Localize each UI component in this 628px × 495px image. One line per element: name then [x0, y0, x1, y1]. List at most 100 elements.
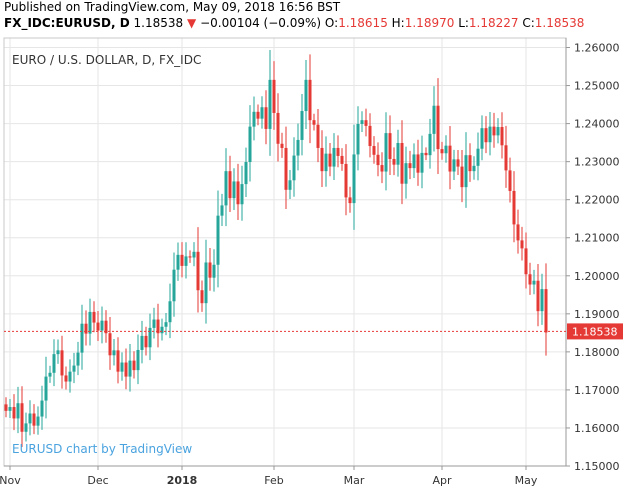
- candle-up: [24, 423, 28, 432]
- candle-up: [444, 145, 448, 154]
- candle-up: [384, 133, 388, 172]
- candle-up: [540, 289, 544, 312]
- candle-up: [292, 155, 296, 181]
- candle-up: [136, 349, 140, 371]
- candle-up: [168, 301, 172, 323]
- symbol-label: FX_IDC:EURUSD, D: [4, 16, 130, 30]
- candle-down: [328, 153, 332, 167]
- candle-down: [276, 112, 280, 144]
- x-tick-label: 2018: [167, 474, 198, 487]
- y-tick-label: 1.21000: [574, 232, 620, 245]
- candle-up: [152, 319, 156, 328]
- candle-up: [480, 128, 484, 149]
- candle-down: [236, 181, 240, 205]
- candle-down: [400, 143, 404, 184]
- candle-up: [496, 127, 500, 136]
- candle-up: [28, 413, 32, 424]
- candle-up: [44, 376, 48, 401]
- candle-up: [160, 326, 164, 334]
- candle-down: [316, 124, 320, 148]
- candle-up: [488, 126, 492, 143]
- candle-down: [500, 127, 504, 146]
- candle-up: [72, 365, 76, 372]
- candle-up: [80, 323, 84, 353]
- candle-up: [204, 262, 208, 304]
- candle-up: [240, 184, 244, 205]
- down-arrow-icon: ▼: [187, 16, 197, 30]
- open-label: O:: [324, 16, 339, 30]
- candle-down: [272, 79, 276, 113]
- candle-down: [124, 362, 128, 377]
- x-tick-label: Dec: [87, 474, 108, 487]
- candle-up: [172, 269, 176, 302]
- candle-down: [336, 147, 340, 156]
- candle-down: [348, 197, 352, 204]
- close-label: C:: [522, 16, 535, 30]
- candle-up: [268, 79, 272, 129]
- candle-down: [60, 350, 64, 376]
- last-value: 1.18538: [133, 16, 184, 30]
- last-price-label: 1.18538: [572, 325, 618, 338]
- candle-up: [324, 153, 328, 172]
- candle-down: [144, 335, 148, 348]
- candle-down: [416, 154, 420, 173]
- candle-up: [56, 350, 60, 355]
- chart-title: EURO / U.S. DOLLAR, D, FX_IDC: [12, 53, 201, 67]
- y-tick-label: 1.26000: [574, 42, 620, 55]
- candle-up: [428, 133, 432, 156]
- candle-down: [512, 190, 516, 225]
- x-tick-label: Mar: [344, 474, 365, 487]
- close-value: 1.18538: [534, 16, 585, 30]
- candle-down: [64, 375, 68, 382]
- candle-up: [220, 205, 224, 216]
- grid-lines: [4, 38, 566, 467]
- candle-down: [520, 240, 524, 249]
- candle-up: [356, 123, 360, 155]
- candle-up: [300, 111, 304, 140]
- candle-up: [360, 120, 364, 124]
- candle-down: [4, 404, 8, 411]
- y-tick-label: 1.17000: [574, 384, 620, 397]
- candle-up: [88, 311, 92, 334]
- candle-down: [436, 105, 440, 150]
- candle-down: [372, 146, 376, 155]
- candle-down: [104, 320, 108, 334]
- candle-up: [212, 264, 216, 278]
- candle-down: [440, 149, 444, 154]
- candle-up: [452, 159, 456, 172]
- candle-down: [108, 333, 112, 356]
- candle-down: [228, 171, 232, 199]
- plot-frame: [3, 37, 567, 467]
- candle-up: [412, 154, 416, 169]
- candle-up: [352, 154, 356, 204]
- candle-up: [120, 362, 124, 372]
- y-tick-label: 1.18000: [574, 346, 620, 359]
- y-tick-label: 1.15000: [574, 460, 620, 473]
- candle-up: [532, 280, 536, 285]
- candle-down: [544, 289, 548, 333]
- candle-up: [140, 335, 144, 350]
- candle-up: [296, 139, 300, 156]
- candle-down: [424, 152, 428, 156]
- candle-up: [260, 107, 264, 119]
- candle-up: [36, 416, 40, 426]
- low-value: 1.18227: [468, 16, 519, 30]
- candle-down: [364, 120, 368, 126]
- y-tick-label: 1.16000: [574, 422, 620, 435]
- candle-up: [76, 352, 80, 366]
- candle-down: [308, 79, 312, 121]
- candle-up: [232, 181, 236, 199]
- candle-up: [16, 403, 20, 419]
- published-line: Published on TradingView.com, May 09, 20…: [4, 0, 340, 14]
- candle-up: [464, 155, 468, 188]
- candle-up: [288, 180, 292, 190]
- candle-down: [468, 155, 472, 172]
- candle-up: [68, 371, 72, 382]
- candle-up: [244, 162, 248, 185]
- candle-down: [528, 274, 532, 285]
- y-tick-label: 1.19000: [574, 308, 620, 321]
- candle-down: [504, 145, 508, 171]
- candle-up: [304, 79, 308, 112]
- candle-down: [448, 145, 452, 172]
